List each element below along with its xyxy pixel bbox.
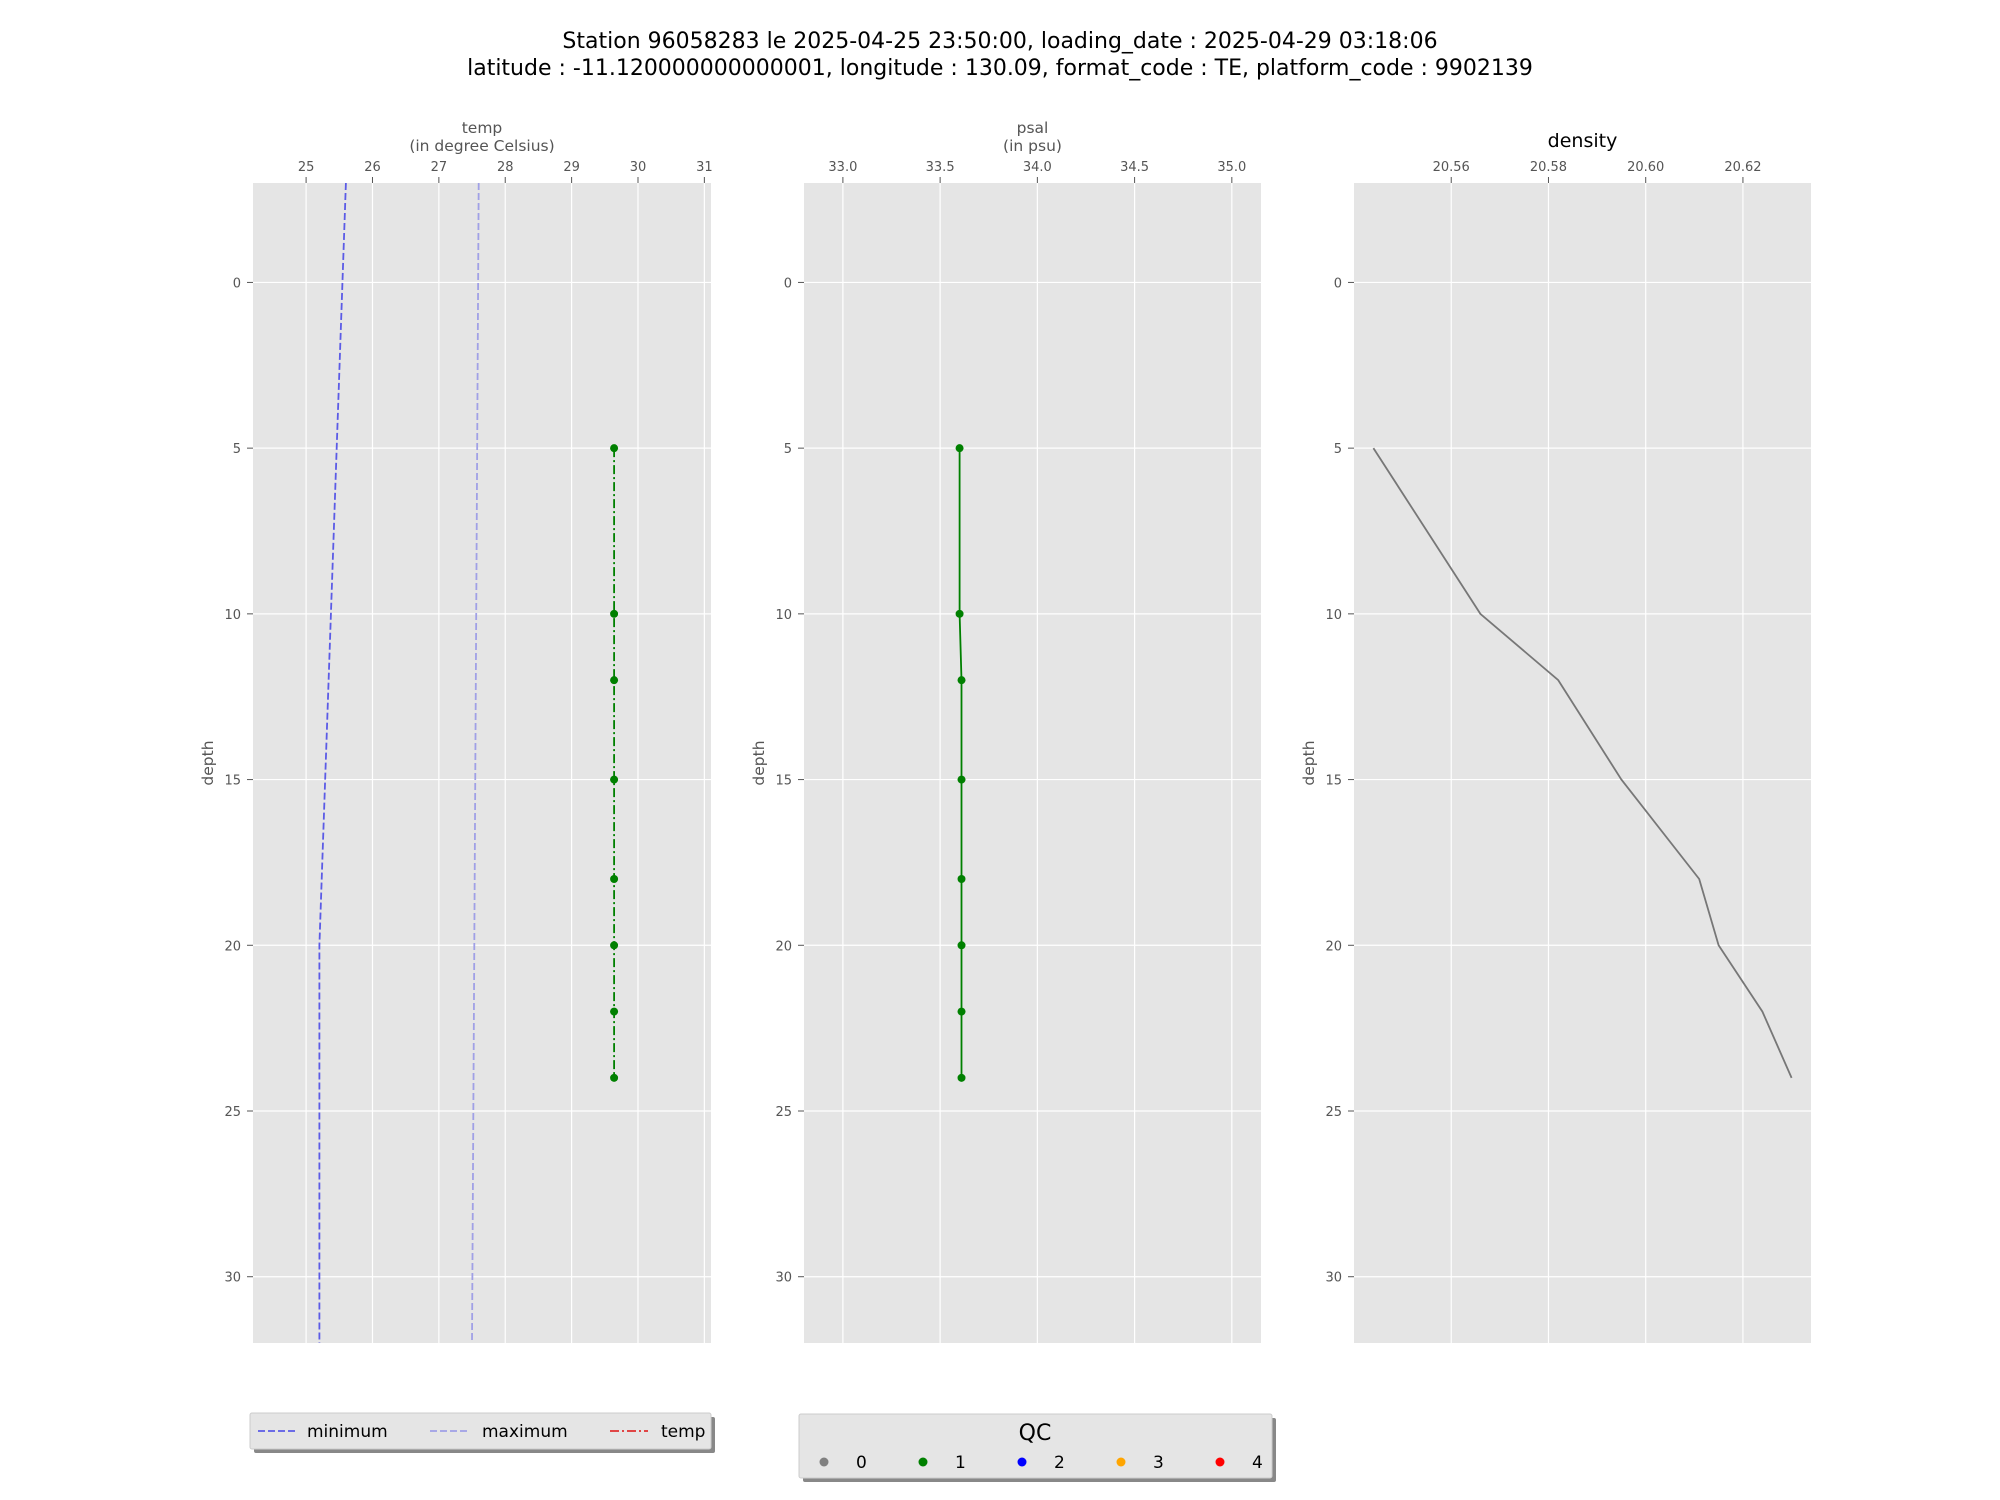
x-tick-label: 26 bbox=[364, 160, 381, 175]
chart-panels: 25 26 27 28 29 30 31 0 5 10 15 20 25 30 temp(in degree… bbox=[199, 119, 1811, 1344]
figure-title-line1: Station 96058283 le 2025-04-25 23:50:00,… bbox=[562, 29, 1437, 54]
legend-qc-marker bbox=[1116, 1457, 1126, 1467]
panel-2: 33.0 33.5 34.0 34.5 35.0 0 5 10 15 20 25 30 psal(in … bbox=[750, 119, 1261, 1343]
legend-qc-marker bbox=[819, 1457, 829, 1467]
legend-qc-marker bbox=[1017, 1457, 1027, 1467]
x-tick-label: 20.56 bbox=[1433, 160, 1470, 175]
x-tick-label: 30 bbox=[630, 160, 647, 175]
data-point-psal bbox=[957, 1073, 966, 1082]
x-tick-label: 31 bbox=[696, 160, 713, 175]
y-tick-label: 10 bbox=[775, 608, 792, 623]
data-point-temp bbox=[610, 775, 619, 784]
legend-label-minimum: minimum bbox=[307, 1422, 388, 1442]
x-axis-label: temp bbox=[462, 119, 503, 137]
x-tick-label: 34.0 bbox=[1023, 160, 1052, 175]
y-tick-label: 0 bbox=[784, 276, 792, 291]
y-tick-label: 5 bbox=[1334, 442, 1342, 457]
panel-3: 20.56 20.58 20.60 20.62 0 5 10 15 20 25 30 density d… bbox=[1300, 130, 1811, 1343]
legend-label-temp: temp bbox=[661, 1422, 705, 1442]
series-line-density bbox=[1372, 447, 1793, 1079]
x-tick-label: 28 bbox=[497, 160, 514, 175]
x-tick-label: 20.60 bbox=[1627, 160, 1664, 175]
data-point-temp bbox=[610, 1073, 619, 1082]
legend-lines: minimum maximum temp bbox=[249, 1412, 715, 1453]
legend-qc-label: 2 bbox=[1054, 1453, 1065, 1473]
data-point-psal bbox=[957, 676, 966, 685]
y-axis-label: depth bbox=[750, 740, 768, 785]
legend-qc-label: 3 bbox=[1153, 1453, 1164, 1473]
legend-qc-label: 4 bbox=[1252, 1453, 1263, 1473]
x-tick-label: 33.0 bbox=[828, 160, 857, 175]
y-tick-label: 30 bbox=[1325, 1271, 1342, 1286]
y-tick-label: 15 bbox=[1325, 774, 1342, 789]
data-point-psal bbox=[955, 444, 964, 453]
x-tick-label: 33.5 bbox=[926, 160, 955, 175]
x-tick-label: 25 bbox=[298, 160, 315, 175]
data-point-psal bbox=[957, 775, 966, 784]
data-point-temp bbox=[610, 676, 619, 685]
y-tick-label: 20 bbox=[775, 939, 792, 954]
y-tick-label: 0 bbox=[1334, 276, 1342, 291]
legends: minimum maximum temp QC 0 1 2 3 4 bbox=[249, 1412, 1276, 1482]
y-tick-label: 5 bbox=[233, 442, 241, 457]
y-tick-label: 20 bbox=[224, 939, 241, 954]
plot-background bbox=[1354, 183, 1811, 1343]
y-tick-label: 30 bbox=[224, 1271, 241, 1286]
y-tick-label: 25 bbox=[224, 1105, 241, 1120]
series-line-psal bbox=[958, 448, 963, 1078]
y-tick-label: 15 bbox=[775, 774, 792, 789]
x-tick-label: 20.58 bbox=[1530, 160, 1567, 175]
y-tick-label: 25 bbox=[775, 1105, 792, 1120]
legend-qc-label: 1 bbox=[955, 1453, 966, 1473]
data-point-temp bbox=[610, 1007, 619, 1016]
series-line-minimum bbox=[318, 182, 347, 1343]
x-tick-label: 29 bbox=[563, 160, 580, 175]
data-point-psal bbox=[955, 609, 964, 618]
data-point-temp bbox=[610, 941, 619, 950]
y-tick-label: 10 bbox=[1325, 608, 1342, 623]
data-point-psal bbox=[957, 941, 966, 950]
x-tick-label: 20.62 bbox=[1724, 160, 1761, 175]
data-point-temp bbox=[610, 444, 619, 453]
plot-background bbox=[804, 183, 1261, 1343]
legend-qc-marker bbox=[1215, 1457, 1225, 1467]
panel-title: density bbox=[1548, 130, 1618, 152]
x-tick-label: 35.0 bbox=[1217, 160, 1246, 175]
y-tick-label: 25 bbox=[1325, 1105, 1342, 1120]
legend-title: QC bbox=[1019, 1421, 1052, 1446]
y-tick-label: 15 bbox=[224, 774, 241, 789]
legend-qc: QC 0 1 2 3 4 bbox=[798, 1413, 1276, 1482]
y-axis-label: depth bbox=[1300, 740, 1318, 785]
legend-qc-label: 0 bbox=[856, 1453, 867, 1473]
data-point-temp bbox=[610, 875, 619, 883]
plot-background bbox=[253, 183, 711, 1343]
figure-title-line2: latitude : -11.120000000000001, longitud… bbox=[467, 56, 1533, 81]
x-tick-label: 27 bbox=[431, 160, 448, 175]
legend-label-maximum: maximum bbox=[482, 1422, 568, 1442]
legend-qc-marker bbox=[918, 1457, 928, 1467]
y-tick-label: 30 bbox=[775, 1271, 792, 1286]
x-tick-label: 34.5 bbox=[1120, 160, 1149, 175]
y-tick-label: 20 bbox=[1325, 939, 1342, 954]
y-tick-label: 5 bbox=[784, 442, 792, 457]
y-axis-label: depth bbox=[199, 740, 217, 785]
x-axis-unit: (in degree Celsius) bbox=[409, 137, 554, 155]
legend-box bbox=[798, 1413, 1273, 1479]
data-point-psal bbox=[957, 875, 966, 883]
data-point-temp bbox=[610, 609, 619, 618]
legend-box bbox=[249, 1412, 712, 1450]
x-axis-label: psal bbox=[1017, 119, 1049, 137]
panel-1: 25 26 27 28 29 30 31 0 5 10 15 20 25 30 temp(in degree… bbox=[199, 119, 713, 1344]
data-point-psal bbox=[957, 1007, 966, 1016]
y-tick-label: 0 bbox=[233, 276, 241, 291]
x-axis-unit: (in psu) bbox=[1003, 137, 1062, 155]
y-tick-label: 10 bbox=[224, 608, 241, 623]
series-line-maximum bbox=[471, 182, 480, 1344]
